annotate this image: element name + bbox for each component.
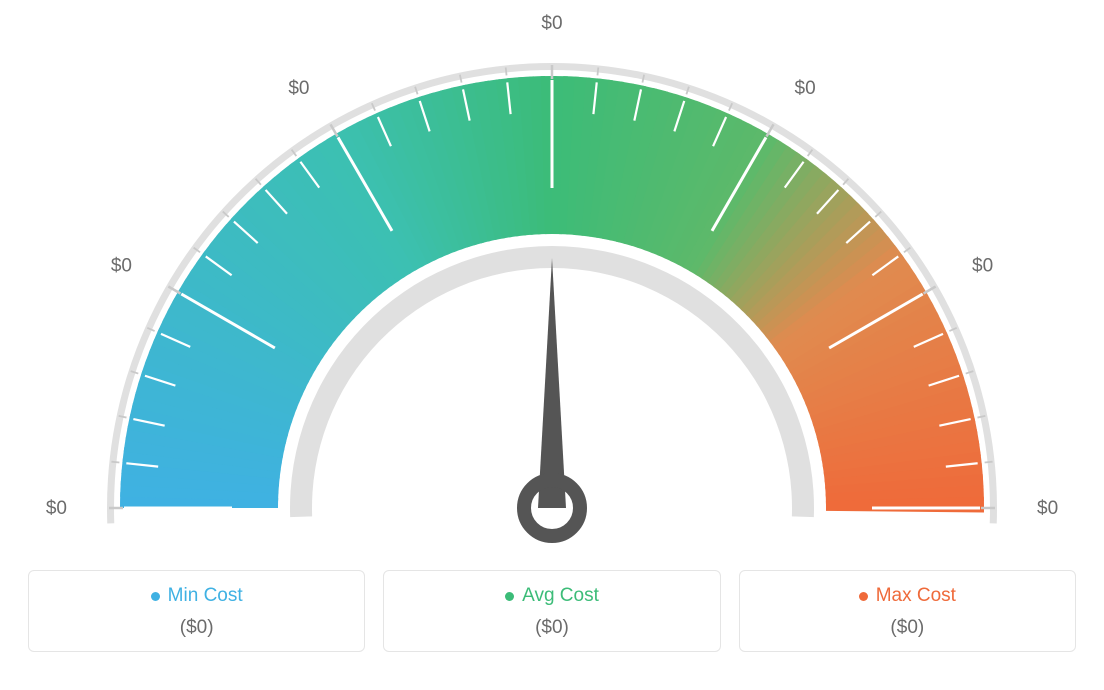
legend-label-min: Min Cost xyxy=(168,585,243,607)
legend-label-row: Min Cost xyxy=(39,585,354,607)
gauge-svg: $0 $0 $0 $0 $0 $0 $0 xyxy=(0,0,1104,560)
svg-text:$0: $0 xyxy=(795,78,816,99)
legend-value-avg: ($0) xyxy=(394,617,709,639)
legend-dot-max xyxy=(859,592,868,601)
legend-box-min: Min Cost ($0) xyxy=(28,570,365,652)
legend-row: Min Cost ($0) Avg Cost ($0) Max Cost ($0… xyxy=(0,570,1104,652)
svg-text:$0: $0 xyxy=(288,78,309,99)
svg-text:$0: $0 xyxy=(1037,498,1058,519)
legend-label-max: Max Cost xyxy=(876,585,956,607)
svg-text:$0: $0 xyxy=(972,256,993,277)
legend-value-max: ($0) xyxy=(750,617,1065,639)
legend-label-avg: Avg Cost xyxy=(522,585,599,607)
legend-dot-avg xyxy=(505,592,514,601)
legend-value-min: ($0) xyxy=(39,617,354,639)
svg-text:$0: $0 xyxy=(46,498,67,519)
legend-label-row: Max Cost xyxy=(750,585,1065,607)
svg-text:$0: $0 xyxy=(541,13,562,34)
legend-dot-min xyxy=(151,592,160,601)
legend-box-avg: Avg Cost ($0) xyxy=(383,570,720,652)
legend-box-max: Max Cost ($0) xyxy=(739,570,1076,652)
legend-label-row: Avg Cost xyxy=(394,585,709,607)
svg-text:$0: $0 xyxy=(111,256,132,277)
gauge-chart: $0 $0 $0 $0 $0 $0 $0 xyxy=(0,0,1104,560)
